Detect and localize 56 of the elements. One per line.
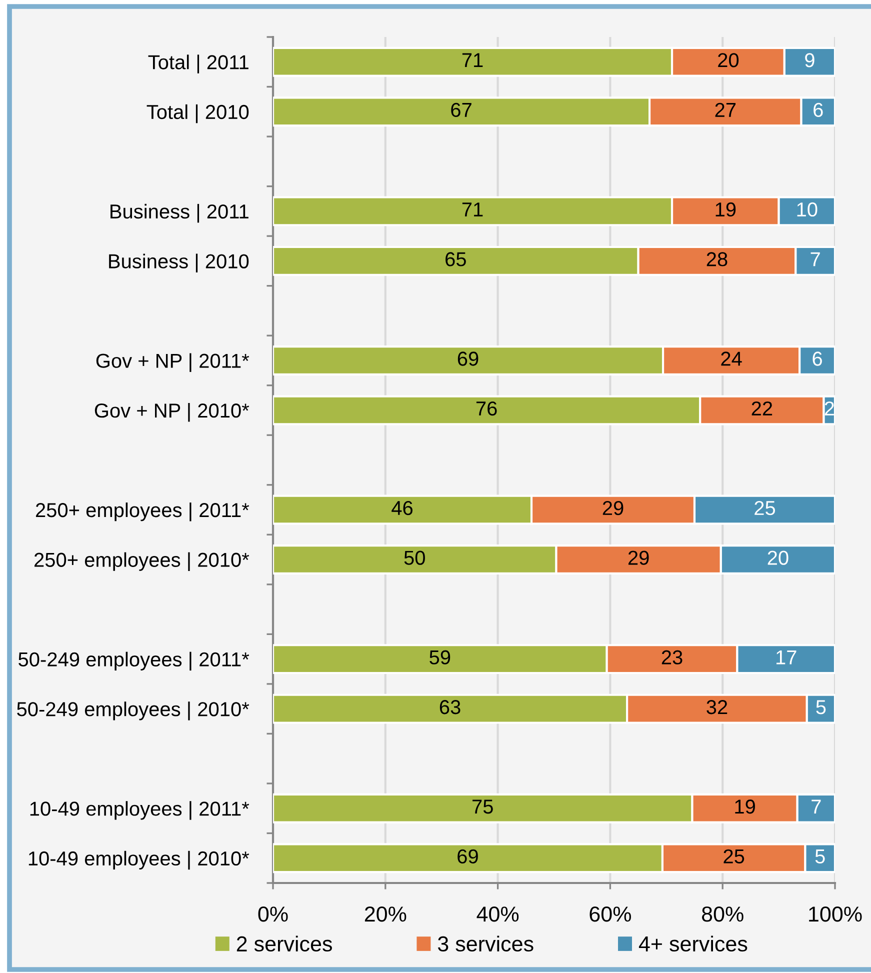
x-tick-label: 20% xyxy=(364,906,406,922)
legend-label: 2 services xyxy=(236,936,332,952)
x-tick-label: 40% xyxy=(476,906,519,922)
y-tick-label: 250+ employees | 2010* xyxy=(34,552,250,572)
y-tick-label: 10-49 employees | 2010* xyxy=(28,850,250,870)
data-label: 20 xyxy=(718,53,739,68)
y-tick-label: Total | 2011 xyxy=(148,54,248,74)
y-tick-label: Business | 2011 xyxy=(110,204,248,223)
y-tick-label: 50-249 employees | 2011* xyxy=(18,652,250,671)
data-label: 5 xyxy=(815,850,825,864)
y-tick-label: 10-49 employees | 2011* xyxy=(30,801,250,820)
data-label: 50 xyxy=(404,550,425,565)
data-label: 25 xyxy=(724,849,744,864)
y-tick-label: Gov + NP | 2011* xyxy=(96,353,250,372)
data-label: 59 xyxy=(430,650,450,664)
y-tick-label: 250+ employees | 2011* xyxy=(36,502,250,522)
data-label: 69 xyxy=(458,352,478,366)
data-label: 19 xyxy=(716,202,736,217)
x-tick-label: 60% xyxy=(590,906,631,922)
data-label: 32 xyxy=(706,700,728,714)
data-label: 22 xyxy=(752,401,772,416)
data-label: 9 xyxy=(805,53,814,68)
data-label: 7 xyxy=(812,800,821,814)
data-label: 71 xyxy=(462,202,483,216)
data-label: 25 xyxy=(754,500,776,516)
data-label: 20 xyxy=(768,550,788,565)
y-tick-label: 50-249 employees | 2010* xyxy=(17,702,250,720)
data-label: 75 xyxy=(472,800,493,814)
x-tick-label: 0% xyxy=(258,906,288,922)
x-tick-label: 80% xyxy=(702,906,744,922)
legend-label: 4+ services xyxy=(638,936,748,952)
data-label: 6 xyxy=(814,102,823,118)
data-label: 23 xyxy=(662,650,682,664)
data-label: 6 xyxy=(812,352,822,366)
data-label: 71 xyxy=(462,53,483,68)
data-label: 29 xyxy=(602,500,624,516)
data-label: 46 xyxy=(392,500,413,516)
y-tick-label: Total | 2010 xyxy=(146,104,249,124)
data-label: 69 xyxy=(458,849,478,864)
data-label: 67 xyxy=(451,102,472,118)
y-tick-label: Gov + NP | 2010* xyxy=(94,402,250,422)
data-label: 7 xyxy=(810,252,820,266)
data-label: 63 xyxy=(440,700,460,714)
data-label: 28 xyxy=(706,252,728,266)
data-label: 19 xyxy=(735,800,755,814)
data-label: 29 xyxy=(628,550,649,565)
data-label: 76 xyxy=(476,401,497,416)
data-label: 17 xyxy=(776,650,796,664)
data-label: 65 xyxy=(446,252,466,266)
data-label: 24 xyxy=(721,352,742,366)
data-label: 5 xyxy=(816,700,826,714)
data-label: 10 xyxy=(797,202,818,217)
legend-label: 3 services xyxy=(438,936,534,952)
x-tick-label: 100% xyxy=(809,906,862,922)
data-label: 27 xyxy=(715,102,736,117)
y-tick-label: Business | 2010 xyxy=(109,254,249,272)
